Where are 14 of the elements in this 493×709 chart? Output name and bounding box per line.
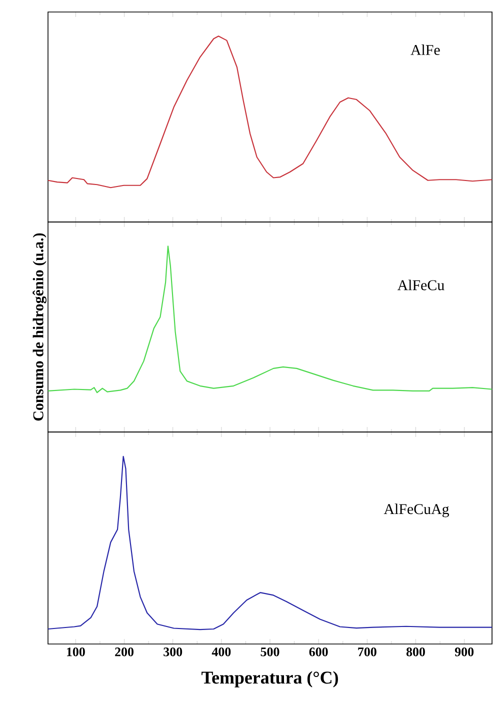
x-tick-label: 200 <box>115 648 134 656</box>
text: AlFe <box>410 44 440 56</box>
x-axis-title: Temperatura (°C) <box>202 671 338 688</box>
y-axis-title: Consumo de hidrogênio (u.a.) <box>32 233 46 421</box>
x-tick-label: 300 <box>164 648 182 656</box>
x-tick-label: 600 <box>309 648 328 656</box>
x-tick-label: 700 <box>358 648 376 656</box>
x-tick-label: 100 <box>67 648 85 656</box>
x-tick-label: 500 <box>260 648 280 656</box>
text: AlFeCuAg <box>384 504 450 518</box>
x-tick-label: 400 <box>212 648 231 656</box>
x-tick-label: 900 <box>454 648 474 656</box>
x-tick-label: 800 <box>406 648 425 656</box>
text: AlFeCu <box>397 280 444 290</box>
